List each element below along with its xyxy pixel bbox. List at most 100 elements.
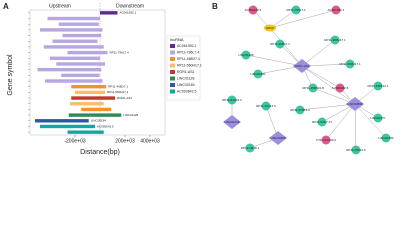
plot-frame bbox=[29, 9, 166, 136]
node-label: RP11-468D7.1 bbox=[270, 42, 290, 46]
bar-label: LINC00184 bbox=[91, 119, 107, 123]
node-label: LINC00702 bbox=[378, 136, 394, 140]
gene-node bbox=[331, 5, 341, 15]
x-tick-label: -200e+03 bbox=[64, 138, 85, 144]
gene-node bbox=[381, 133, 391, 143]
lncrna-node bbox=[293, 59, 311, 73]
legend-label: RP11-560H17.1 bbox=[177, 63, 202, 67]
gene-node bbox=[245, 143, 255, 153]
bar-label: RP11-468D7.1 bbox=[108, 85, 128, 89]
gene-node bbox=[264, 24, 276, 32]
gene-node bbox=[351, 145, 361, 155]
node-label: LINC01133 bbox=[225, 120, 240, 124]
bar-label: AC093642.5 bbox=[97, 124, 114, 128]
node-label: RP11-54O7.17 bbox=[312, 120, 332, 124]
legend-swatch bbox=[170, 70, 175, 74]
range-bar bbox=[67, 50, 108, 55]
gene-node bbox=[261, 101, 271, 111]
range-bar bbox=[40, 28, 103, 32]
range-bar bbox=[58, 22, 99, 26]
node-label: MIOX bbox=[266, 26, 274, 30]
gene-node bbox=[345, 59, 355, 69]
range-bar bbox=[61, 73, 100, 78]
range-bar bbox=[71, 96, 115, 100]
bar-label: RP11-796L7.4 bbox=[110, 50, 129, 54]
gene-node bbox=[241, 50, 251, 60]
legend-label: ROR1-AS1 bbox=[177, 70, 195, 74]
header: Downstream bbox=[116, 3, 144, 9]
edge bbox=[354, 103, 387, 139]
range-bar bbox=[35, 119, 89, 123]
x-tick-label: 400e+03 bbox=[140, 138, 160, 144]
node-label: RP11-969H17.1 bbox=[324, 38, 346, 42]
range-bar bbox=[81, 107, 112, 112]
range-bar bbox=[67, 130, 104, 134]
node-label: RP11-379F4.4 bbox=[290, 108, 310, 112]
edge bbox=[325, 103, 356, 141]
edge bbox=[301, 65, 356, 105]
edge bbox=[269, 9, 297, 29]
node-label: RP11-10A14.5 bbox=[256, 104, 276, 108]
node-label: RP11-286N22.8 bbox=[302, 86, 324, 90]
range-bar bbox=[50, 56, 100, 60]
range-bar bbox=[70, 102, 104, 106]
node-label: RP11-25K21.6 bbox=[346, 148, 366, 152]
legend-label: AC061992.1 bbox=[177, 44, 197, 48]
node-label: LINC01128 bbox=[239, 53, 254, 57]
legend-swatch bbox=[170, 89, 175, 94]
edge bbox=[312, 87, 356, 105]
gene-node bbox=[227, 95, 237, 105]
bar-label: ROR1-AS1 bbox=[117, 96, 132, 100]
range-bar bbox=[37, 67, 102, 72]
range-bar bbox=[43, 45, 104, 49]
edge bbox=[299, 103, 356, 111]
range-bar bbox=[100, 11, 118, 15]
range-bar bbox=[47, 16, 100, 21]
edge bbox=[354, 103, 357, 151]
node-label: LINC00839 bbox=[347, 102, 363, 106]
figure: A B Upstream Downstream Gene symbol Dist… bbox=[3, 2, 394, 156]
gene-node bbox=[330, 35, 340, 45]
node-label: AC061992.1 bbox=[328, 8, 345, 12]
gene-node bbox=[373, 81, 383, 91]
y-axis-title: Gene symbol bbox=[7, 54, 14, 96]
node-label: LINC00665 bbox=[270, 136, 286, 140]
node-label: LINC00184 bbox=[250, 72, 266, 76]
legend-swatch bbox=[170, 57, 175, 61]
legend-label: RP11-468D7.1 bbox=[177, 57, 200, 61]
gene-node bbox=[291, 5, 301, 15]
legend-swatch bbox=[170, 83, 175, 87]
legend-label: LINC00184 bbox=[177, 83, 195, 87]
legend-swatch bbox=[170, 50, 175, 55]
node-label: AC006262.5 bbox=[332, 86, 349, 90]
panel-label: A bbox=[3, 2, 9, 11]
gene-node bbox=[253, 69, 263, 79]
node-label: RP11-796L7.4 bbox=[286, 8, 305, 12]
legend-label: AC093642.5 bbox=[177, 89, 197, 93]
gene-node bbox=[317, 117, 327, 127]
gene-node bbox=[321, 135, 331, 145]
gene-node bbox=[335, 83, 345, 93]
node-label: RP11-445F12.1 bbox=[368, 84, 389, 88]
bar-label: RP11-560H17.1 bbox=[107, 90, 129, 94]
legend-title: lncRNA bbox=[170, 37, 184, 42]
header: Upstream bbox=[49, 3, 71, 9]
gene-node bbox=[308, 83, 318, 93]
node-label: AC093642.5 bbox=[245, 8, 262, 12]
lncrna-node bbox=[269, 131, 287, 145]
edge bbox=[269, 27, 303, 67]
gene-node bbox=[275, 39, 285, 49]
lncrna-node bbox=[223, 115, 241, 129]
panel-label: B bbox=[212, 2, 218, 11]
range-bar bbox=[68, 113, 122, 117]
legend-swatch bbox=[170, 44, 175, 48]
range-bar bbox=[75, 90, 105, 95]
edge bbox=[245, 54, 303, 67]
legend-swatch bbox=[170, 76, 175, 81]
edge bbox=[321, 103, 356, 123]
node-label: RP11-1M18.1 bbox=[241, 146, 260, 150]
bar-label: LINC01128 bbox=[123, 113, 138, 117]
node-label: RP11-83A24.2 bbox=[222, 98, 242, 102]
node-label: CTD-2015H3.2 bbox=[316, 138, 337, 142]
x-axis-title: Distance(bp) bbox=[80, 149, 120, 156]
